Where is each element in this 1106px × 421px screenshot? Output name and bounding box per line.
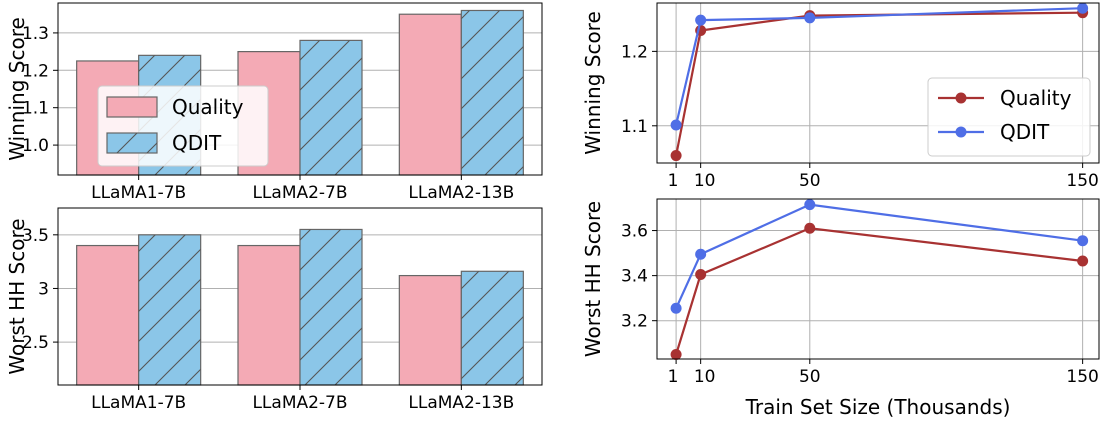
legend-marker-qdit — [955, 126, 967, 138]
legend-swatch-hatch — [107, 133, 157, 153]
legend-swatch-quality — [106, 96, 158, 118]
y-tick-label: 3 — [38, 279, 49, 299]
y-tick-label: 2.5 — [22, 333, 49, 353]
y-tick-label: 1.2 — [621, 42, 648, 62]
bar-panel-0: 1.0 1.1 1.2 1.3 LLaMA1-7B LLaMA2-7B LLaMA2-13B… — [5, 2, 543, 203]
legend: Quality QDIT — [97, 85, 269, 167]
bar-hatch — [300, 40, 362, 176]
bar-quality — [237, 244, 301, 386]
y-axis-label: Winning Score — [5, 17, 29, 161]
y-tick-label: 3.6 — [621, 222, 648, 242]
x-tick-label: LLaMA2-13B — [408, 393, 514, 413]
bar-hatch — [300, 229, 362, 385]
y-axis-label: Winning Score — [581, 11, 605, 155]
y-tick-label: 3.5 — [22, 226, 49, 246]
x-tick-label: 50 — [799, 171, 821, 191]
point-qdit — [670, 119, 682, 131]
series-line-qdit — [675, 7, 1083, 126]
point-quality — [804, 222, 816, 234]
x-tick-label: LLaMA2-7B — [252, 183, 347, 203]
legend-label-qdit: QDIT — [1000, 120, 1050, 144]
bar-hatch — [138, 234, 201, 385]
legend-label-quality: Quality — [172, 95, 244, 119]
point-quality — [1077, 255, 1089, 267]
bar-quality — [76, 244, 140, 386]
legend: Quality QDIT — [927, 77, 1091, 157]
series-line-qdit — [675, 203, 1083, 309]
point-qdit — [1077, 2, 1089, 14]
axes-frame — [57, 207, 543, 386]
point-quality — [670, 348, 682, 360]
x-tick-label: 10 — [694, 367, 716, 387]
x-axis-label: Train Set Size (Thousands) — [745, 395, 1011, 419]
x-tick-label: 150 — [1066, 171, 1098, 191]
bar-hatch — [461, 271, 524, 385]
axes-frame — [656, 198, 1100, 360]
y-axis-label: Worst HH Score — [5, 218, 29, 374]
bar-hatch — [461, 10, 524, 176]
series-line-quality — [675, 227, 1083, 355]
point-qdit — [695, 14, 707, 26]
point-quality — [670, 150, 682, 162]
series-line-quality — [675, 11, 1083, 156]
x-tick-label: LLaMA2-13B — [408, 183, 514, 203]
point-qdit — [804, 199, 816, 211]
y-tick-label: 1.1 — [621, 117, 648, 137]
line-panel-2: 1.1 1.2 1 10 50 150 Winning Score Quality QDIT — [581, 2, 1100, 191]
bar-quality — [398, 13, 462, 176]
legend-label-quality: Quality — [1000, 86, 1072, 110]
y-tick-label: 1.2 — [22, 61, 49, 81]
x-tick-label: 10 — [694, 171, 716, 191]
y-tick-label: 1.3 — [22, 24, 49, 44]
x-tick-label: 50 — [799, 367, 821, 387]
x-tick-label: LLaMA2-7B — [252, 393, 347, 413]
legend-label-qdit: QDIT — [172, 131, 222, 155]
x-tick-label: 1 — [668, 367, 679, 387]
y-tick-label: 1.1 — [22, 99, 49, 119]
x-tick-label: LLaMA1-7B — [91, 183, 186, 203]
line-panel-3: 3.2 3.4 3.6 1 10 50 150 Worst HH Score Train Set… — [581, 198, 1100, 419]
x-tick-label: LLaMA1-7B — [91, 393, 186, 413]
bar-quality — [398, 274, 462, 386]
y-axis-label: Worst HH Score — [581, 201, 605, 357]
x-tick-label: 1 — [668, 171, 679, 191]
y-tick-label: 3.2 — [621, 312, 648, 332]
point-qdit — [670, 302, 682, 314]
point-qdit — [804, 12, 816, 24]
point-qdit — [1077, 235, 1089, 247]
bar-panel-1: 2.5 3 3.5 LLaMA1-7B LLaMA2-7B LLaMA2-13B Worst… — [5, 207, 543, 413]
point-quality — [695, 268, 707, 280]
point-qdit — [695, 248, 707, 260]
x-tick-label: 150 — [1066, 367, 1098, 387]
axes-frame — [57, 2, 543, 176]
axes-frame — [656, 2, 1100, 164]
legend-marker-quality — [955, 92, 967, 104]
y-tick-label: 1.0 — [22, 136, 49, 156]
y-tick-label: 3.4 — [621, 267, 648, 287]
